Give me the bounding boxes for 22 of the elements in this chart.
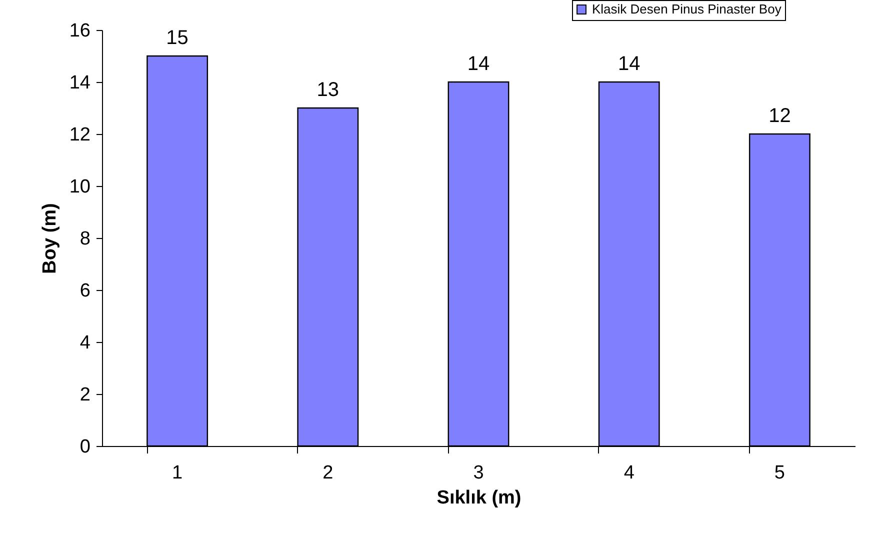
y-tick-label: 2 [80, 384, 90, 406]
y-tick-label: 6 [80, 280, 90, 302]
x-tick-label: 2 [322, 462, 334, 484]
y-tick-label: 0 [80, 436, 90, 458]
x-tick-label: 5 [774, 462, 785, 484]
data-label: 14 [467, 53, 490, 75]
y-tick-label: 4 [80, 332, 91, 354]
x-tick-label: 1 [172, 462, 183, 484]
legend-label: Klasik Desen Pinus Pinaster Boy [592, 2, 782, 16]
x-tick-label: 3 [473, 462, 484, 484]
x-axis-title: Sıklık (m) [436, 488, 522, 508]
y-axis-title: Boy (m) [39, 203, 60, 274]
data-label: 14 [618, 53, 640, 75]
y-tick-label: 16 [69, 20, 90, 42]
data-label: 13 [316, 79, 340, 101]
y-tick-label: 8 [80, 228, 90, 250]
y-tick-label: 10 [69, 176, 90, 198]
y-tick-label: 12 [69, 124, 90, 146]
data-label: 12 [768, 105, 791, 127]
y-tick-label: 14 [69, 72, 91, 94]
data-label: 15 [166, 27, 188, 49]
x-tick-label: 4 [624, 462, 635, 484]
